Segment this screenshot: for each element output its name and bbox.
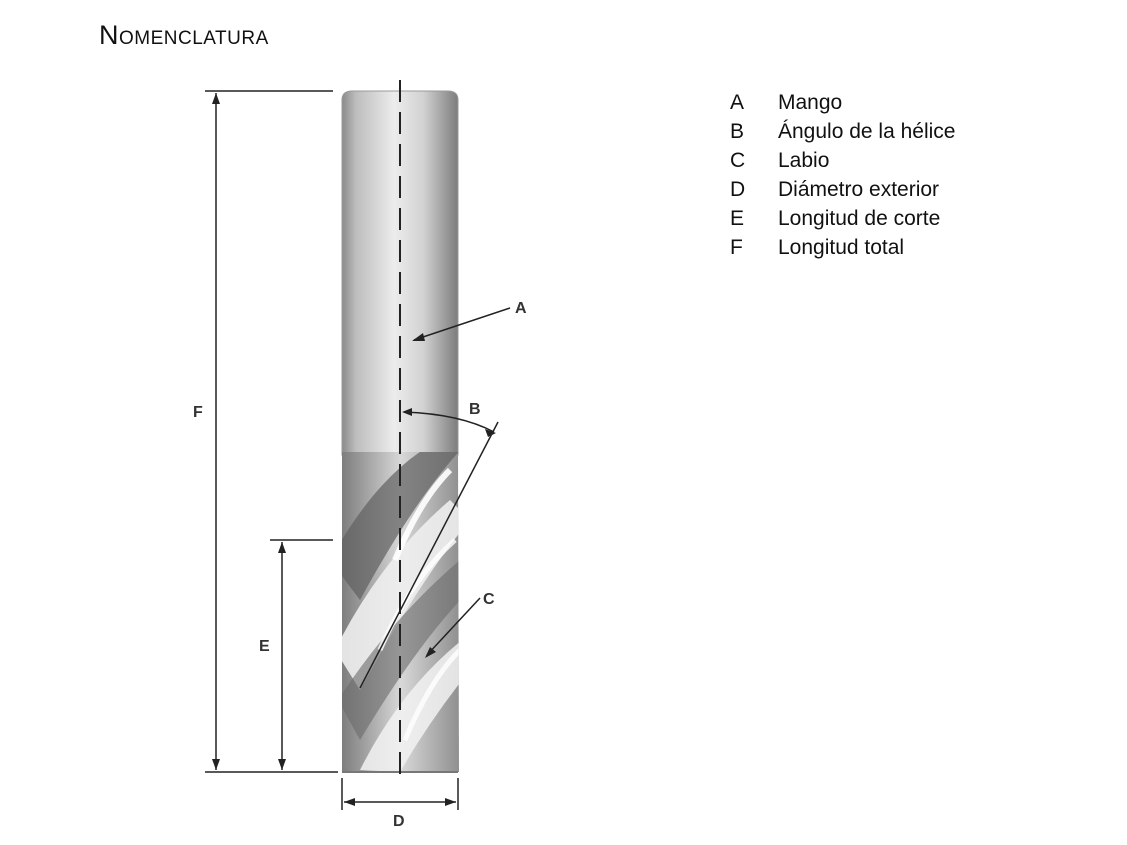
legend-item: C Labio [730,146,955,175]
legend-text: Longitud de corte [778,207,941,230]
label-c: C [483,591,495,608]
helix-angle-arc [403,411,495,433]
legend-key: C [730,149,746,172]
helix-angle-line [359,421,499,689]
leader-a [413,307,511,341]
page-title: Nomenclatura [99,20,269,50]
legend-text: Labio [778,149,830,172]
label-d: D [393,813,405,830]
legend-item: E Longitud de corte [730,204,955,233]
label-e: E [259,638,270,655]
label-f: F [193,404,203,421]
legend-text: Mango [778,91,843,114]
legend-text: Longitud total [778,236,905,259]
leader-c [426,597,481,656]
legend-key: D [730,178,746,201]
legend-key: B [730,120,745,143]
legend: A Mango B Ángulo de la hélice C Labio D … [730,88,955,262]
legend-text: Ángulo de la hélice [778,120,956,143]
legend-item: D Diámetro exterior [730,175,955,204]
legend-item: A Mango [730,88,955,117]
legend-key: E [730,207,745,230]
label-b: B [469,401,481,418]
legend-key: A [730,91,745,114]
legend-item: F Longitud total [730,233,955,262]
legend-text: Diámetro exterior [778,178,940,201]
legend-key: F [730,236,743,259]
label-a: A [515,300,527,317]
legend-item: B Ángulo de la hélice [730,117,955,146]
